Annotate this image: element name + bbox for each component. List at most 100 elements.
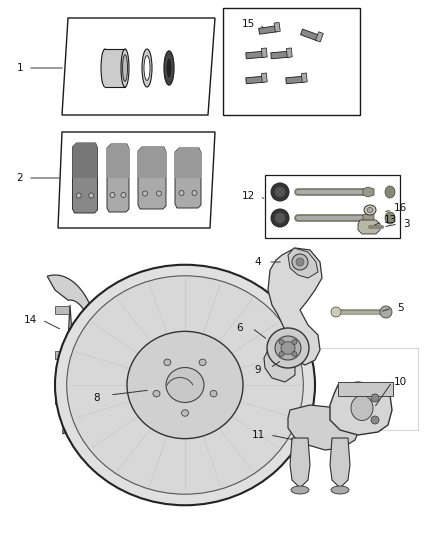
Polygon shape — [73, 143, 98, 178]
Ellipse shape — [210, 390, 217, 397]
Ellipse shape — [199, 359, 206, 366]
Ellipse shape — [164, 359, 171, 366]
Ellipse shape — [142, 49, 152, 87]
Text: 12: 12 — [241, 191, 254, 201]
Text: 10: 10 — [393, 377, 406, 387]
Ellipse shape — [281, 342, 295, 354]
Ellipse shape — [267, 328, 309, 368]
Polygon shape — [264, 345, 295, 382]
Ellipse shape — [67, 276, 303, 494]
Polygon shape — [58, 132, 215, 228]
Ellipse shape — [351, 395, 373, 421]
Polygon shape — [300, 29, 319, 41]
Polygon shape — [330, 438, 350, 488]
Polygon shape — [261, 73, 267, 83]
Ellipse shape — [331, 486, 349, 494]
Circle shape — [279, 340, 284, 344]
Ellipse shape — [144, 55, 150, 80]
Ellipse shape — [101, 49, 109, 87]
Text: 15: 15 — [241, 19, 254, 29]
Circle shape — [89, 193, 94, 198]
Ellipse shape — [291, 486, 309, 494]
Circle shape — [121, 192, 126, 198]
Polygon shape — [246, 51, 264, 59]
Polygon shape — [175, 148, 201, 208]
Ellipse shape — [166, 58, 172, 78]
Text: 8: 8 — [94, 393, 100, 403]
Text: 11: 11 — [251, 430, 265, 440]
Polygon shape — [138, 147, 166, 178]
Circle shape — [76, 193, 81, 198]
Text: 5: 5 — [397, 303, 403, 313]
Polygon shape — [271, 51, 289, 59]
Circle shape — [156, 191, 162, 196]
Polygon shape — [259, 26, 277, 34]
Circle shape — [371, 416, 379, 424]
Polygon shape — [138, 147, 166, 209]
Text: 2: 2 — [17, 173, 23, 183]
Ellipse shape — [331, 307, 341, 317]
Bar — [338, 382, 393, 396]
Polygon shape — [288, 405, 360, 450]
Polygon shape — [358, 220, 380, 234]
Ellipse shape — [181, 410, 188, 416]
Circle shape — [371, 394, 379, 402]
Text: 16: 16 — [393, 203, 406, 213]
Polygon shape — [268, 248, 322, 365]
Bar — [55, 396, 69, 404]
Circle shape — [179, 190, 184, 196]
Ellipse shape — [121, 49, 129, 87]
Ellipse shape — [275, 187, 285, 197]
Ellipse shape — [275, 336, 301, 360]
Polygon shape — [47, 275, 100, 434]
Ellipse shape — [127, 332, 243, 439]
Ellipse shape — [364, 205, 376, 215]
Polygon shape — [107, 144, 129, 212]
Text: 14: 14 — [23, 315, 37, 325]
Ellipse shape — [367, 207, 373, 213]
Text: 13: 13 — [383, 215, 397, 225]
Circle shape — [142, 191, 148, 196]
Bar — [223, 8, 360, 115]
Bar — [55, 351, 69, 359]
Ellipse shape — [380, 306, 392, 318]
Text: 9: 9 — [254, 365, 261, 375]
Circle shape — [292, 340, 297, 344]
Polygon shape — [290, 438, 310, 488]
Circle shape — [279, 351, 284, 357]
Ellipse shape — [55, 265, 315, 505]
Polygon shape — [288, 248, 318, 278]
Polygon shape — [175, 148, 201, 178]
Bar — [105, 49, 125, 87]
Ellipse shape — [153, 390, 160, 397]
Circle shape — [292, 254, 308, 270]
Polygon shape — [62, 18, 215, 115]
Polygon shape — [261, 48, 267, 58]
Polygon shape — [363, 213, 374, 223]
Polygon shape — [73, 143, 98, 213]
Circle shape — [296, 258, 304, 266]
Text: 6: 6 — [237, 323, 244, 333]
Circle shape — [292, 351, 297, 357]
Ellipse shape — [166, 367, 204, 402]
Polygon shape — [363, 187, 374, 197]
Ellipse shape — [275, 213, 285, 223]
Circle shape — [192, 190, 197, 196]
Polygon shape — [107, 144, 129, 178]
Polygon shape — [330, 382, 392, 435]
Circle shape — [110, 192, 115, 198]
Ellipse shape — [385, 186, 395, 198]
Polygon shape — [286, 76, 304, 84]
Ellipse shape — [271, 183, 289, 201]
Bar — [265, 175, 400, 238]
Polygon shape — [301, 73, 307, 83]
Bar — [55, 306, 69, 314]
Polygon shape — [315, 32, 323, 42]
Polygon shape — [274, 22, 280, 32]
Ellipse shape — [123, 55, 127, 82]
Polygon shape — [246, 76, 264, 84]
Text: 3: 3 — [403, 219, 410, 229]
Polygon shape — [286, 48, 292, 58]
Ellipse shape — [271, 209, 289, 227]
Text: 4: 4 — [254, 257, 261, 267]
